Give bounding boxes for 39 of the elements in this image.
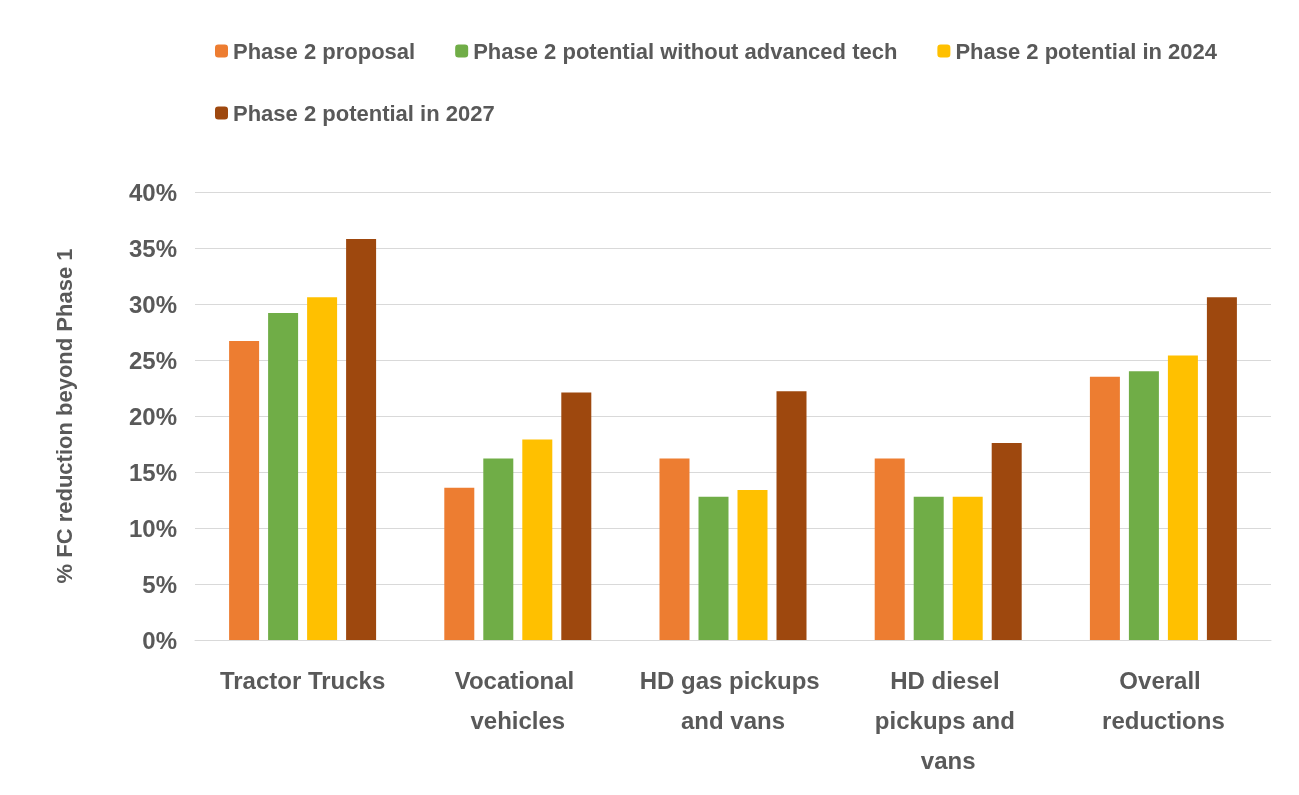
y-tick-label: 5% [142,570,177,598]
bar [268,312,299,640]
y-tick-label: 20% [128,402,177,430]
bar [346,239,377,640]
legend-label: Phase 2 proposal [233,38,416,64]
legend-label: Phase 2 potential without advanced tech [473,38,898,64]
x-tick-label: Vocational vehicles [454,666,581,734]
bar [483,458,514,640]
bar [913,496,944,640]
y-tick-label: 35% [128,234,177,262]
bar [444,487,475,640]
x-tick-label: Overall reductions [1102,666,1225,734]
x-tick-label: HD diesel pickups and vans [874,666,1022,774]
y-tick-label: 25% [128,346,177,374]
bar [952,496,983,640]
bar [1167,355,1198,640]
bar [991,442,1022,640]
legend-label: Phase 2 potential in 2024 [955,38,1218,64]
bar [229,340,260,640]
bar [659,458,690,640]
y-tick-label: 40% [128,178,177,206]
y-tick-label: 30% [128,290,177,318]
bar [698,496,729,640]
bar [561,392,592,640]
legend-label: Phase 2 potential in 2027 [233,100,495,126]
bar [1206,297,1237,640]
bar [1089,376,1120,640]
bar [307,297,338,640]
bar [522,439,553,640]
x-tick-label: Tractor Trucks [219,666,386,694]
y-tick-label: 10% [128,514,177,542]
bar [1128,371,1159,640]
bar [874,458,905,640]
y-tick-label: 15% [128,458,177,486]
y-axis-title: % FC reduction beyond Phase 1 [51,248,77,584]
x-tick-label: HD gas pickups and vans [639,666,827,734]
bar [776,391,807,640]
bar [737,489,768,640]
y-tick-label: 0% [142,626,177,654]
